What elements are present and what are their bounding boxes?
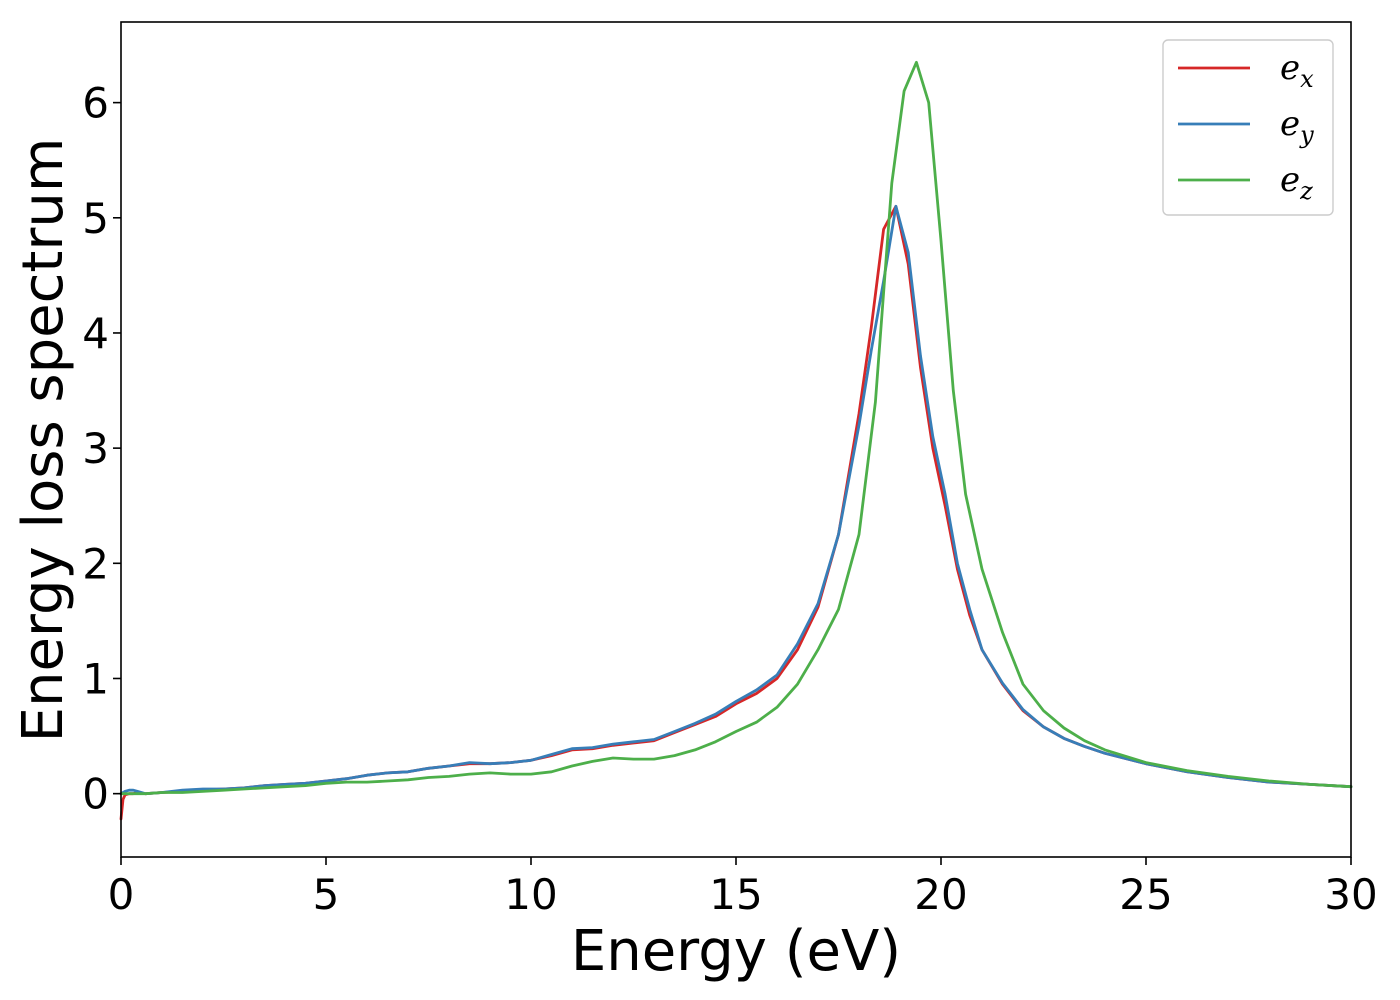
legend-label-ez: ez (1280, 160, 1313, 205)
x-tick-label: 25 (1119, 870, 1172, 919)
x-tick-label: 10 (504, 870, 557, 919)
legend: ex ey ez (1162, 39, 1334, 216)
y-axis: 0 1 2 3 4 5 6 (82, 79, 121, 819)
x-axis: 0 5 10 15 20 25 30 (108, 857, 1378, 919)
y-tick-label: 6 (82, 79, 109, 128)
x-axis-title: Energy (eV) (571, 919, 901, 984)
y-tick-label: 4 (82, 309, 109, 358)
legend-label-ey: ey (1280, 104, 1314, 149)
series-line-ey (119, 204, 1353, 796)
y-tick-label: 5 (82, 194, 109, 243)
legend-box (1162, 39, 1334, 216)
x-tick-label: 5 (313, 870, 340, 919)
x-tick-label: 30 (1324, 870, 1377, 919)
series-line-ez (119, 60, 1353, 796)
x-tick-label: 0 (108, 870, 135, 919)
y-tick-label: 0 (82, 770, 109, 819)
series-layer (119, 60, 1353, 821)
y-tick-label: 2 (82, 539, 109, 588)
legend-label-ex: ex (1280, 48, 1314, 93)
y-tick-label: 3 (82, 424, 109, 473)
y-tick-label: 1 (82, 654, 109, 703)
x-tick-label: 15 (709, 870, 762, 919)
x-tick-label: 20 (914, 870, 967, 919)
y-axis-title: Energy loss spectrum (11, 138, 76, 743)
